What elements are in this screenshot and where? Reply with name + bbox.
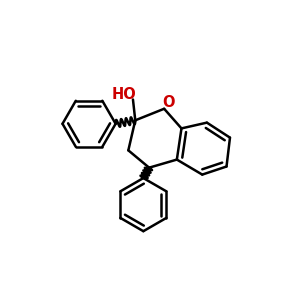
Text: HO: HO <box>111 87 136 102</box>
Text: O: O <box>163 95 175 110</box>
